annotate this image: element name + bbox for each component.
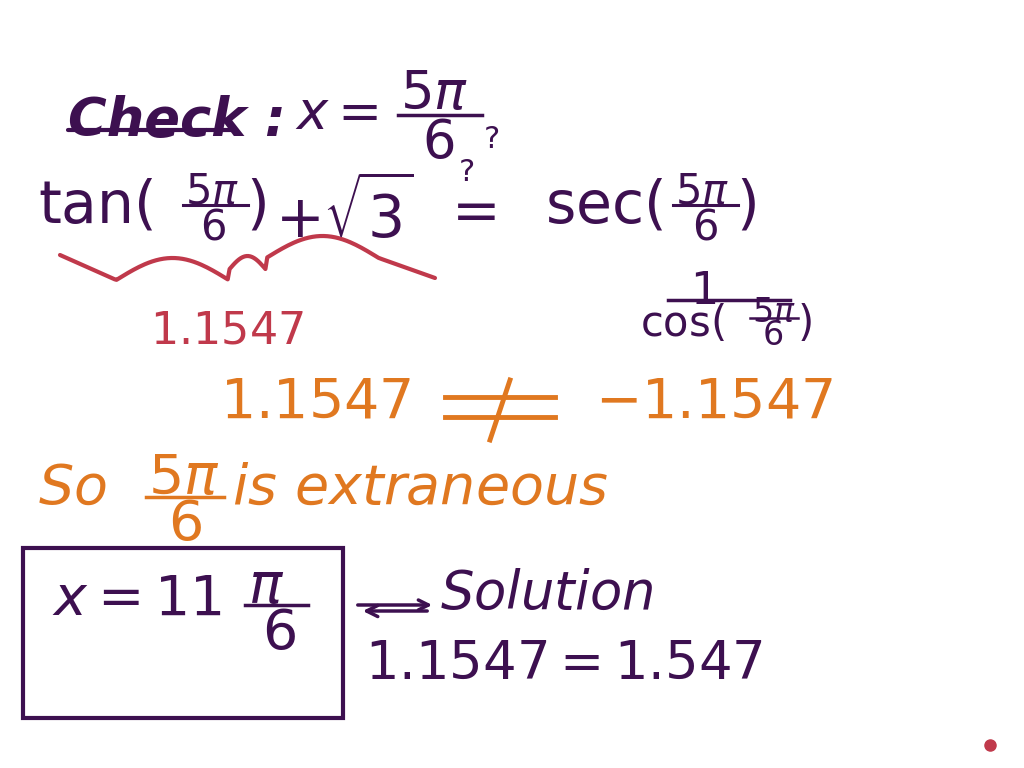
Text: $1.1547$: $1.1547$	[150, 310, 304, 353]
Text: $)$: $)$	[797, 303, 812, 345]
Text: $-1.1547$: $-1.1547$	[595, 375, 833, 429]
Text: $So$: $So$	[38, 462, 106, 515]
Text: $6$: $6$	[762, 319, 783, 352]
Text: $5\pi$: $5\pi$	[148, 452, 219, 506]
Text: $\sec($: $\sec($	[545, 178, 664, 235]
Text: $Solution$: $Solution$	[440, 568, 653, 620]
Text: $\cos($: $\cos($	[640, 303, 725, 345]
Text: $5\pi$: $5\pi$	[400, 68, 468, 120]
Text: $x = 11$: $x = 11$	[52, 573, 222, 627]
Text: $\pi$: $\pi$	[248, 561, 284, 615]
Text: $6$: $6$	[692, 206, 718, 248]
Text: $=$: $=$	[440, 183, 496, 240]
Text: $)$: $)$	[736, 178, 756, 235]
Text: $6$: $6$	[168, 498, 202, 552]
Text: $x=$: $x=$	[295, 88, 379, 140]
Text: $5\pi$: $5\pi$	[185, 170, 239, 212]
Text: $\tan($: $\tan($	[38, 178, 154, 235]
Text: $1.1547 = 1.547$: $1.1547 = 1.547$	[365, 638, 763, 690]
Text: $6$: $6$	[422, 117, 455, 169]
Text: $is\ extraneous$: $is\ extraneous$	[232, 462, 608, 515]
Text: $?$: $?$	[458, 158, 474, 187]
Text: $6$: $6$	[262, 607, 296, 661]
Text: $6$: $6$	[200, 206, 226, 248]
Text: Check :: Check :	[68, 95, 286, 147]
Text: $1.1547$: $1.1547$	[220, 375, 412, 429]
Text: $)$: $)$	[246, 178, 266, 235]
Text: $?$: $?$	[483, 125, 499, 154]
Text: $1$: $1$	[690, 270, 716, 313]
FancyBboxPatch shape	[23, 548, 343, 718]
Text: $+\sqrt{3}$: $+\sqrt{3}$	[275, 178, 414, 250]
Text: $5\pi$: $5\pi$	[675, 170, 729, 212]
Text: $5\pi$: $5\pi$	[752, 296, 796, 329]
